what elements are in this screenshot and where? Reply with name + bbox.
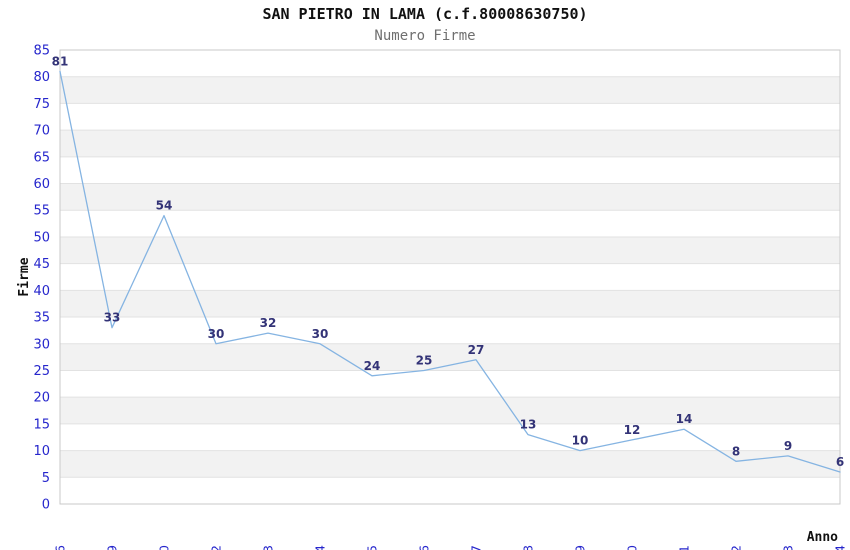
svg-text:9: 9 — [784, 439, 792, 453]
svg-text:30: 30 — [33, 337, 50, 352]
svg-text:60: 60 — [33, 177, 50, 192]
svg-text:10: 10 — [33, 444, 50, 459]
svg-text:2024: 2024 — [833, 545, 848, 550]
svg-text:65: 65 — [33, 150, 50, 165]
svg-text:15: 15 — [33, 417, 50, 432]
svg-text:20: 20 — [33, 391, 50, 406]
svg-text:25: 25 — [416, 353, 433, 367]
svg-text:40: 40 — [33, 284, 50, 299]
svg-text:2012: 2012 — [209, 545, 224, 550]
svg-text:10: 10 — [572, 434, 589, 448]
svg-text:6: 6 — [836, 455, 844, 469]
svg-text:0: 0 — [42, 498, 50, 513]
chart-subtitle: Numero Firme — [374, 28, 476, 44]
svg-text:2010: 2010 — [157, 545, 172, 550]
svg-text:50: 50 — [33, 230, 50, 245]
x-axis-tick-labels: 2006 2009 2010 2012 2013 2014 2015 2016 2017 2018… — [53, 545, 848, 550]
plot-border — [59, 49, 841, 505]
svg-text:85: 85 — [33, 44, 50, 59]
grid-lines — [60, 76, 840, 478]
plot-bands — [60, 50, 840, 504]
svg-text:24: 24 — [364, 359, 381, 373]
svg-text:75: 75 — [33, 97, 50, 112]
svg-text:2009: 2009 — [105, 545, 120, 550]
svg-text:2014: 2014 — [313, 545, 328, 550]
svg-text:Firme: Firme — [17, 257, 32, 296]
svg-text:32: 32 — [260, 316, 277, 330]
x-axis-title: Anno — [807, 530, 838, 545]
svg-text:2021: 2021 — [677, 545, 692, 550]
svg-text:2013: 2013 — [261, 545, 276, 550]
svg-text:2017: 2017 — [469, 545, 484, 550]
svg-text:14: 14 — [676, 412, 693, 426]
svg-text:25: 25 — [33, 364, 50, 379]
svg-text:2020: 2020 — [625, 545, 640, 550]
data-line — [59, 70, 841, 473]
svg-text:55: 55 — [33, 204, 50, 219]
svg-text:2022: 2022 — [729, 545, 744, 550]
svg-text:2006: 2006 — [53, 545, 68, 550]
svg-text:2015: 2015 — [365, 545, 380, 550]
svg-text:Anno: Anno — [807, 530, 838, 545]
y-axis-title: Firme — [17, 257, 32, 296]
svg-text:54: 54 — [156, 199, 173, 213]
svg-text:35: 35 — [33, 311, 50, 326]
svg-text:81: 81 — [52, 54, 69, 68]
svg-text:12: 12 — [624, 423, 641, 437]
svg-text:30: 30 — [312, 327, 329, 341]
svg-text:2016: 2016 — [417, 545, 432, 550]
svg-text:2023: 2023 — [781, 545, 796, 550]
svg-text:33: 33 — [104, 311, 121, 325]
svg-text:30: 30 — [208, 327, 225, 341]
svg-text:8: 8 — [732, 444, 740, 458]
svg-text:5: 5 — [42, 471, 50, 486]
svg-text:27: 27 — [468, 343, 485, 357]
data-labels: 81 33 54 30 32 30 24 25 27 13 10 12 14 8 9 6 — [52, 54, 845, 469]
y-axis-tick-labels: 0 5 10 15 20 25 30 35 40 45 50 55 60 65 70 75 80 85 — [33, 44, 50, 513]
svg-text:2019: 2019 — [573, 545, 588, 550]
svg-text:70: 70 — [33, 124, 50, 139]
svg-text:80: 80 — [33, 70, 50, 85]
svg-text:45: 45 — [33, 257, 50, 272]
svg-text:2018: 2018 — [521, 545, 536, 550]
svg-text:13: 13 — [520, 418, 537, 432]
chart-title: SAN PIETRO IN LAMA (c.f.80008630750) — [262, 5, 588, 23]
